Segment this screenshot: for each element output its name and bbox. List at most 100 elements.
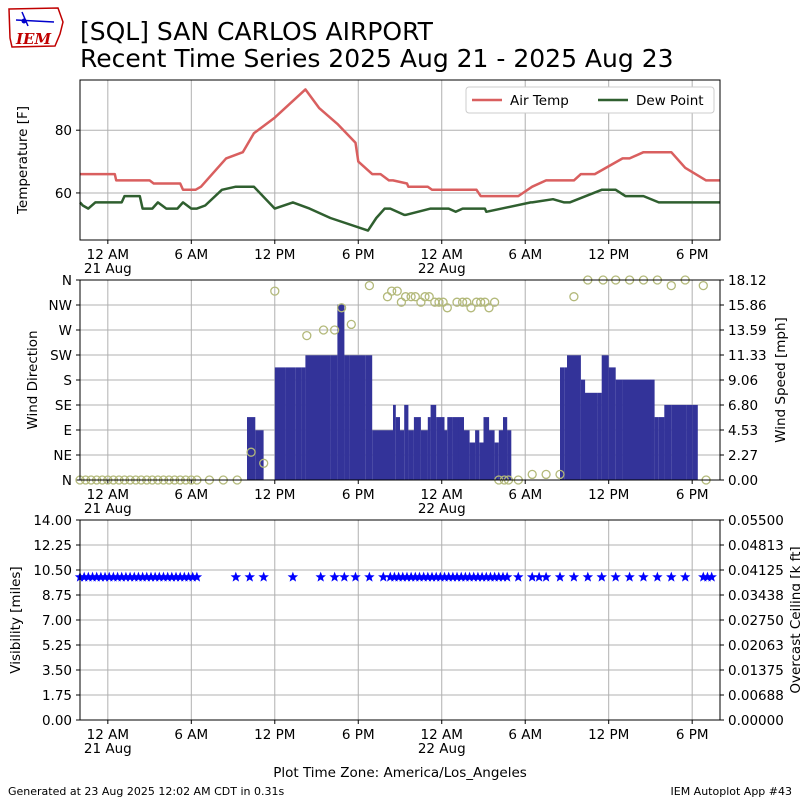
y-tick-label: SW xyxy=(50,348,72,364)
visibility-point xyxy=(364,571,375,582)
wind-direction-point xyxy=(329,325,340,335)
visibility-point xyxy=(191,571,203,582)
wind-speed-bar xyxy=(452,417,459,480)
visibility-point xyxy=(435,571,446,582)
wind-direction-point xyxy=(420,292,430,302)
wind-speed-bar xyxy=(507,430,512,480)
visibility-point xyxy=(137,571,148,582)
wind-direction-point xyxy=(387,286,397,296)
wind-speed-bar xyxy=(365,355,373,480)
wind-speed-bar xyxy=(671,404,676,480)
wind-direction-axis-label: Wind Direction xyxy=(25,330,41,429)
visibility-point xyxy=(706,571,717,582)
chart-title: [SQL] SAN CARLOS AIRPORT xyxy=(80,17,434,46)
y-tick-label: 3.50 xyxy=(42,663,72,679)
x-tick-label: 6 AM xyxy=(508,487,542,503)
iem-logo: IEM xyxy=(8,7,64,48)
y2-tick-label: 2.27 xyxy=(728,448,758,464)
wind-speed-bar xyxy=(427,417,431,480)
visibility-point xyxy=(430,571,442,582)
visibility-point xyxy=(397,571,408,582)
wind-speed-bar xyxy=(498,430,503,480)
wind-direction-point xyxy=(346,319,356,330)
x-tick-label: 12 PM xyxy=(254,727,295,743)
y-tick-label: 80 xyxy=(55,123,72,139)
logo-text: IEM xyxy=(15,30,51,48)
wind-speed-bar xyxy=(503,417,508,480)
wind-speed-bar xyxy=(658,417,665,480)
visibility-point xyxy=(638,571,649,582)
wind-speed-bar xyxy=(664,404,672,480)
visibility-point xyxy=(493,571,504,582)
x-tick-label: 6 PM xyxy=(676,727,709,743)
wind-direction-point xyxy=(406,292,416,302)
x-tick-label: 21 Aug xyxy=(84,261,132,277)
visibility-point xyxy=(179,571,190,582)
visibility-point xyxy=(652,571,663,582)
wind-direction-point xyxy=(270,286,280,296)
visibility-point xyxy=(170,571,182,582)
wind-speed-bar xyxy=(650,379,655,480)
wind-direction-point xyxy=(382,292,393,302)
visibility-point xyxy=(124,571,136,582)
visibility-point xyxy=(582,571,594,582)
y2-tick-label: 9.06 xyxy=(728,373,758,389)
y-tick-label: 0.00 xyxy=(42,713,72,729)
y-tick-label: 7.00 xyxy=(42,613,72,629)
wind-speed-bar xyxy=(295,367,302,480)
wind-direction-point xyxy=(698,280,708,291)
y-tick-label: 12.25 xyxy=(33,538,72,554)
wind-speed-bar xyxy=(349,355,356,480)
wind-speed-bar xyxy=(479,442,484,480)
wind-speed-bar xyxy=(355,355,362,480)
wind-speed-bar xyxy=(608,367,616,480)
y2-tick-label: 0.00 xyxy=(728,473,758,489)
wind-direction-point xyxy=(527,469,537,480)
wind-speed-bar xyxy=(458,417,464,480)
visibility-point xyxy=(410,571,421,582)
visibility-point xyxy=(162,571,173,582)
y-tick-label: 10.50 xyxy=(33,563,72,579)
wind-speed-bar xyxy=(469,442,476,480)
visibility-point xyxy=(329,571,340,582)
x-tick-label: 12 PM xyxy=(588,247,629,263)
wind-direction-point xyxy=(318,325,329,335)
x-tick-label: 6 PM xyxy=(676,247,709,263)
wind-speed-bar xyxy=(408,430,414,480)
visibility-point xyxy=(426,571,438,582)
x-tick-label: 6 AM xyxy=(174,727,208,743)
visibility-point xyxy=(554,571,566,582)
y2-tick-label: 0.04125 xyxy=(728,563,784,579)
wind-direction-point xyxy=(555,469,565,480)
wind-speed-bar xyxy=(420,430,428,480)
wind-speed-bar xyxy=(560,367,565,480)
wind-speed-bar xyxy=(436,417,445,480)
wind-direction-point xyxy=(452,297,462,307)
y-tick-label: S xyxy=(63,373,72,389)
temperature-plot-frame xyxy=(79,79,721,241)
wind-direction-point xyxy=(302,330,312,341)
visibility-point xyxy=(698,571,709,582)
x-tick-label: 22 Aug xyxy=(418,261,466,277)
y2-tick-label: 0.00000 xyxy=(728,713,784,729)
wind-speed-bar xyxy=(585,392,592,480)
footer-generated: Generated at 23 Aug 2025 12:02 AM CDT in… xyxy=(8,785,284,798)
y-tick-label: N xyxy=(62,473,72,489)
wind-speed-bar xyxy=(344,355,350,480)
legend-box xyxy=(465,86,715,114)
wind-direction-point xyxy=(569,292,579,302)
wind-speed-bar xyxy=(597,392,602,480)
visibility-point xyxy=(95,571,107,582)
x-tick-label: 12 AM xyxy=(87,247,129,263)
y-tick-label: 8.75 xyxy=(42,588,72,604)
visibility-point xyxy=(145,571,157,582)
temperature-axis-label: Temperature [F] xyxy=(15,106,31,215)
visibility-point xyxy=(287,571,299,582)
visibility-point xyxy=(418,571,429,582)
y2-tick-label: 0.04813 xyxy=(728,538,784,554)
wind-speed-bar xyxy=(361,355,366,480)
visibility-point xyxy=(116,571,127,582)
visibility-point xyxy=(315,571,326,582)
y2-tick-label: 0.02063 xyxy=(728,638,784,654)
